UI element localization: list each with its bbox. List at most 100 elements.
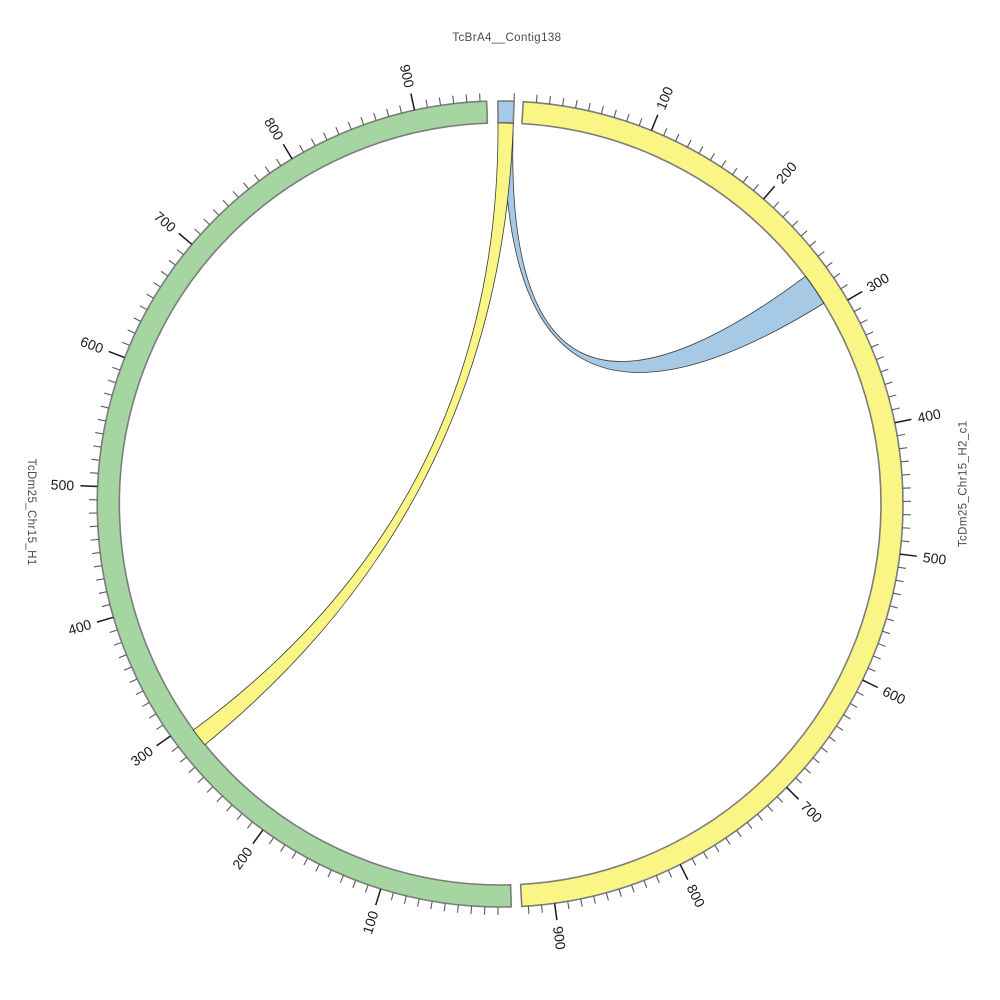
tick-minor — [156, 724, 164, 730]
tick-minor — [352, 880, 357, 888]
tick-minor — [833, 272, 841, 279]
tick-minor — [899, 447, 908, 450]
tick-minor — [884, 381, 893, 385]
tick-minor — [222, 199, 229, 207]
tick-minor — [828, 736, 836, 742]
tick-minor — [339, 875, 344, 883]
tick-minor — [129, 678, 138, 683]
tick-minor — [430, 901, 433, 910]
tick-minor — [118, 654, 127, 659]
tick-minor — [299, 144, 304, 153]
tick-minor — [399, 105, 403, 114]
tick-minor — [96, 578, 105, 581]
tick-minor — [93, 445, 102, 448]
tick-minor — [782, 210, 789, 218]
tick-minor — [901, 540, 910, 543]
tick-minor — [179, 756, 187, 763]
tick-minor — [97, 418, 106, 422]
chromosome-name-label-TcDm25_Chr15_H1: TcDm25_Chr15_H1 — [25, 459, 37, 566]
tick-minor — [849, 702, 858, 708]
tick-major — [862, 679, 879, 689]
tick-minor — [347, 121, 352, 130]
tick-minor — [264, 166, 271, 174]
tick-major — [156, 735, 171, 747]
tick-minor — [593, 895, 596, 904]
tick-label: 100 — [653, 84, 677, 112]
tick-minor — [133, 317, 141, 322]
tick-minor — [90, 472, 99, 474]
tick-minor — [876, 356, 884, 361]
tick-minor — [101, 604, 110, 608]
tick-major — [178, 232, 193, 245]
tick-minor — [268, 837, 275, 845]
tick-minor — [123, 666, 132, 671]
tick-minor — [714, 844, 720, 853]
tick-minor — [188, 766, 196, 773]
tick-minor — [892, 592, 901, 596]
tick-minor — [702, 851, 708, 860]
tick-minor — [667, 869, 673, 878]
tick-minor — [194, 228, 201, 235]
tick-minor — [291, 851, 297, 859]
tick-label: 900 — [550, 925, 569, 951]
tick-minor — [643, 880, 648, 889]
tick-minor — [605, 892, 609, 901]
tick-label: 500 — [922, 549, 947, 568]
tick-minor — [800, 230, 808, 237]
tick-major — [650, 114, 659, 131]
tick-minor — [323, 132, 328, 141]
tick-minor — [98, 591, 107, 594]
tick-minor — [600, 106, 604, 115]
tick-minor — [327, 869, 332, 878]
tick-minor — [425, 99, 429, 108]
tick-major — [96, 616, 114, 623]
tick-minor — [386, 108, 390, 117]
tick-minor — [113, 641, 122, 646]
ribbon-contig138-to-H1 — [192, 122, 514, 746]
tick-minor — [253, 174, 260, 182]
tick-minor — [91, 552, 101, 555]
chromosome-band-TcDm25_Chr15_H2_c1 — [519, 100, 904, 908]
tick-minor — [206, 786, 214, 793]
tick-minor — [752, 184, 759, 191]
chromosome-band-TcDm25_Chr15_H1 — [96, 100, 513, 908]
tick-label: 800 — [684, 882, 709, 910]
tick-minor — [820, 747, 828, 753]
tick-minor — [638, 118, 643, 126]
ribbon-contig138-to-H2c1 — [504, 122, 825, 373]
tick-minor — [675, 133, 680, 142]
tick-minor — [216, 795, 223, 803]
tick-label: 500 — [50, 476, 74, 493]
tick-major — [374, 888, 382, 906]
tick-label: 400 — [66, 616, 93, 638]
tick-minor — [663, 128, 668, 136]
tick-minor — [856, 691, 864, 697]
tick-major — [894, 418, 912, 424]
tick-minor — [365, 884, 369, 893]
tick-major — [679, 864, 689, 881]
tick-major — [899, 553, 917, 557]
tick-major — [252, 829, 264, 845]
tick-minor — [135, 690, 144, 696]
tick-minor — [817, 251, 825, 257]
tick-minor — [121, 341, 130, 346]
tick-minor — [900, 460, 909, 463]
tick-minor — [618, 888, 622, 897]
chromosome-band-TcBrA4__Contig138 — [497, 100, 515, 125]
tick-major — [553, 903, 558, 921]
tick-minor — [691, 858, 697, 866]
tick-minor — [889, 605, 898, 609]
tick-minor — [247, 821, 253, 829]
tick-minor — [731, 167, 738, 176]
tick-minor — [127, 329, 136, 334]
tick-minor — [865, 331, 874, 336]
tick-minor — [746, 822, 753, 830]
tick-minor — [168, 259, 176, 266]
tick-minor — [373, 112, 377, 121]
tick-minor — [580, 898, 583, 907]
tick-minor — [153, 282, 161, 288]
tick-minor — [725, 837, 731, 845]
tick-minor — [843, 714, 851, 720]
tick-minor — [812, 757, 820, 764]
tick-minor — [825, 261, 833, 268]
